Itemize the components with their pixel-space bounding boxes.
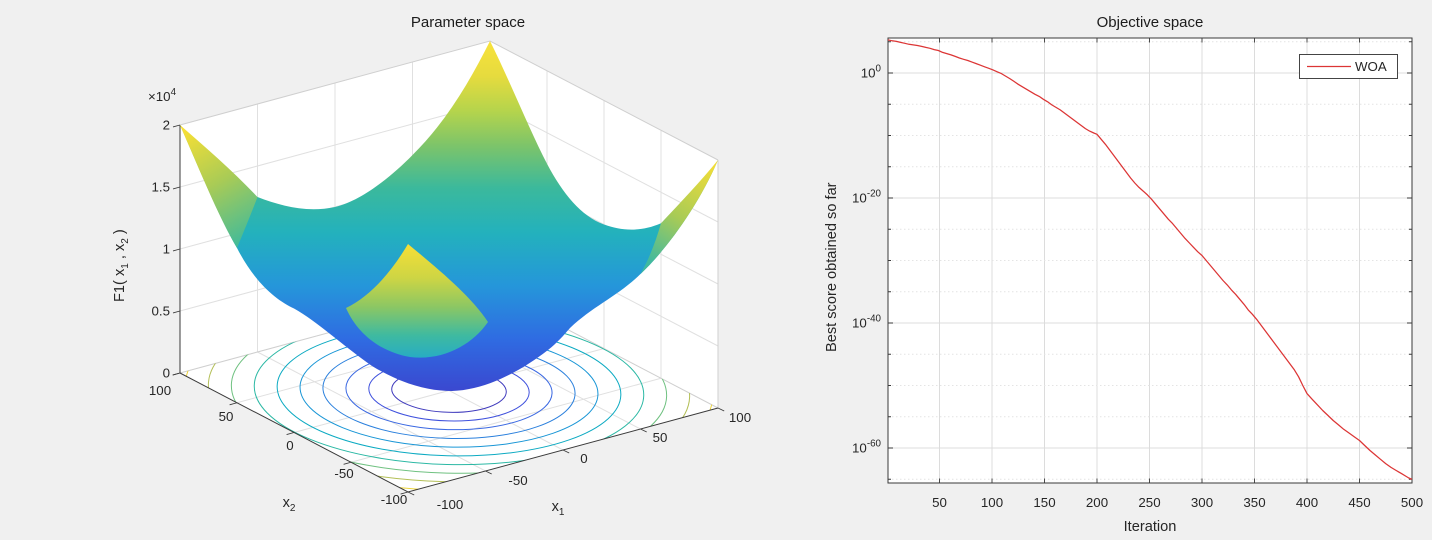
x-tick-label: 300 <box>1191 495 1213 510</box>
x-tick-label: 100 <box>981 495 1003 510</box>
x2-tick-label: 50 <box>219 409 234 424</box>
z-axis-label: F1( x1 , x2 ) <box>112 229 131 302</box>
z-tick-label: 1 <box>163 242 170 257</box>
surface-front-peak <box>346 244 488 358</box>
legend[interactable]: WOA <box>1299 54 1398 79</box>
surface-right-peak <box>640 160 718 274</box>
x1-tick-label: 100 <box>729 410 751 425</box>
x-tick-label: 250 <box>1138 495 1160 510</box>
x-tick-label: 500 <box>1401 495 1423 510</box>
z-exponent-label: ×104 <box>148 87 177 104</box>
left-plot-title: Parameter space <box>411 14 525 31</box>
x2-tick-label: 0 <box>286 438 293 453</box>
z-tick-label: 1.5 <box>152 180 171 195</box>
z-tick-labels: 2 1.5 1 0.5 0 <box>152 118 171 381</box>
x1-tick-label: -50 <box>508 473 527 488</box>
x-axis-label: Iteration <box>1124 519 1177 535</box>
x-tick-label: 200 <box>1086 495 1108 510</box>
x1-axis-ticks <box>407 407 725 496</box>
x-tick-labels: 50 100 150 200 250 300 350 400 450 500 <box>932 495 1423 510</box>
x2-axis-label: x2 <box>283 495 296 514</box>
y-axis-label: Best score obtained so far <box>824 182 840 352</box>
x-tick-label: 150 <box>1033 495 1055 510</box>
x1-tick-labels: -100 -50 0 50 100 <box>437 410 751 512</box>
woa-convergence-curve <box>887 39 1413 480</box>
x1-axis-label: x1 <box>552 499 565 518</box>
x2-tick-label: -50 <box>334 466 353 481</box>
z-tick-label: 2 <box>163 118 170 133</box>
x-tick-label: 50 <box>932 495 947 510</box>
x-tick-label: 400 <box>1296 495 1318 510</box>
x2-tick-labels: 100 50 0 -50 -100 <box>149 383 407 507</box>
surface-left-peak <box>180 125 258 248</box>
parameter-space-plot: Parameter space ×104 F1( x1 , x2 ) x2 x1… <box>112 14 751 518</box>
z-tick-label: 0 <box>163 366 170 381</box>
objective-space-plot: 50 100 150 200 250 300 350 400 450 500 10010-2010… <box>824 14 1423 535</box>
x1-tick-label: 50 <box>653 430 668 445</box>
tick-marks <box>888 38 1413 483</box>
axis-tick-marks <box>888 38 1413 483</box>
x-tick-label: 450 <box>1348 495 1370 510</box>
y-tick-label: 10-60 <box>852 439 882 456</box>
y-tick-label: 10-40 <box>852 314 882 331</box>
x2-axis-ticks <box>172 372 409 495</box>
surface-bowl <box>180 41 718 391</box>
x1-tick-label: 0 <box>580 451 587 466</box>
z-axis-ticks <box>172 124 181 376</box>
legend-label: WOA <box>1355 59 1387 74</box>
x2-tick-label: -100 <box>381 492 408 507</box>
x-tick-label: 350 <box>1243 495 1265 510</box>
x2-tick-label: 100 <box>149 383 171 398</box>
right-plot-title: Objective space <box>1097 14 1204 31</box>
x1-tick-label: -100 <box>437 497 464 512</box>
z-tick-label: 0.5 <box>152 304 171 319</box>
y-tick-label: 100 <box>861 64 882 81</box>
y-tick-label: 10-20 <box>852 189 882 206</box>
y-tick-labels: 100 10-20 10-40 10-60 <box>852 64 882 456</box>
